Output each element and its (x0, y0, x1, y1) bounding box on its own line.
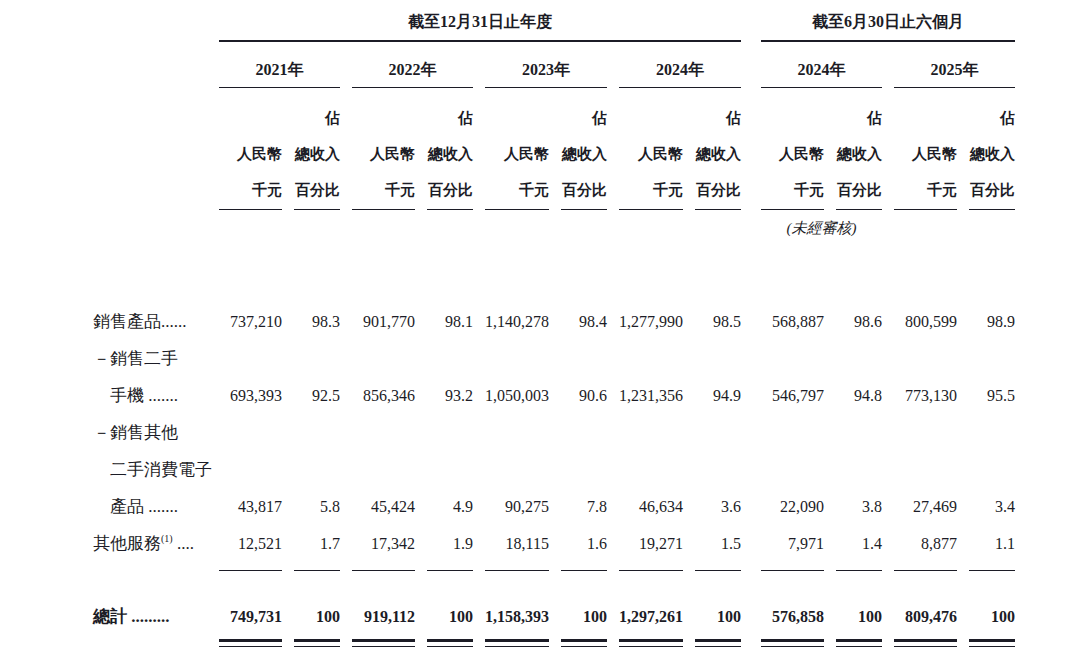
amount-cell: 8,877 (894, 525, 957, 571)
total-amount-cell: 919,112 (352, 571, 415, 647)
row-label: 其他服務(1) .... (93, 525, 219, 571)
amount-column-header: 人民幣千元 (352, 88, 415, 210)
percent-column-header: 佔總收入百分比 (549, 88, 607, 210)
percent-cell: 98.6 (824, 263, 882, 340)
table-row: 其他服務(1) .... 12,521 1.7 17,342 1.9 18,11… (93, 525, 1015, 571)
amount-cell: 693,393 (219, 340, 282, 414)
revenue-breakdown-table: 截至12月31日止年度 截至6月30日止六個月 2021年 2022年 2023… (93, 12, 1015, 647)
period-header-annual: 截至12月31日止年度 (219, 12, 741, 42)
amount-column-header: 人民幣千元 (894, 88, 957, 210)
total-percent-cell: 100 (549, 571, 607, 647)
total-amount-cell: 749,731 (219, 571, 282, 647)
percent-cell: 94.9 (683, 340, 741, 414)
amount-cell: 1,231,356 (619, 340, 683, 414)
total-percent-cell: 100 (282, 571, 340, 647)
total-amount-cell: 1,297,261 (619, 571, 683, 647)
table-row: －銷售其他二手消費電子產品 ....... 43,817 5.8 45,424 … (93, 414, 1015, 525)
total-amount-cell: 576,858 (761, 571, 824, 647)
amount-column-header: 人民幣千元 (619, 88, 683, 210)
percent-cell: 3.4 (957, 414, 1015, 525)
percent-cell: 95.5 (957, 340, 1015, 414)
prospectus-revenue-table-page: 截至12月31日止年度 截至6月30日止六個月 2021年 2022年 2023… (0, 0, 1085, 647)
amount-column-header: 人民幣千元 (485, 88, 549, 210)
year-header-2024-interim: 2024年 (761, 42, 882, 88)
period-header-interim: 截至6月30日止六個月 (761, 12, 1015, 42)
percent-cell: 90.6 (549, 340, 607, 414)
percent-cell: 93.2 (415, 340, 473, 414)
footnote-marker: (1) (161, 533, 173, 544)
amount-cell: 773,130 (894, 340, 957, 414)
percent-cell: 1.1 (957, 525, 1015, 571)
total-percent-cell: 100 (957, 571, 1015, 647)
amount-cell: 46,634 (619, 414, 683, 525)
total-percent-cell: 100 (683, 571, 741, 647)
row-label: 銷售產品...... (93, 263, 219, 340)
total-row: 總計 ......... 749,731 100 919,112 100 1,1… (93, 571, 1015, 647)
amount-cell: 7,971 (761, 525, 824, 571)
year-header-2023: 2023年 (485, 42, 607, 88)
year-header-2025-interim: 2025年 (894, 42, 1015, 88)
amount-cell: 90,275 (485, 414, 549, 525)
row-label: －銷售二手手機 ....... (93, 340, 219, 414)
amount-column-header: 人民幣千元 (761, 88, 824, 210)
percent-cell: 92.5 (282, 340, 340, 414)
percent-cell: 94.8 (824, 340, 882, 414)
percent-cell: 98.5 (683, 263, 741, 340)
total-amount-cell: 1,158,393 (485, 571, 549, 647)
amount-cell: 17,342 (352, 525, 415, 571)
percent-cell: 5.8 (282, 414, 340, 525)
percent-cell: 1.7 (282, 525, 340, 571)
percent-column-header: 佔總收入百分比 (957, 88, 1015, 210)
table-row: －銷售二手手機 ....... 693,393 92.5 856,346 93.… (93, 340, 1015, 414)
amount-cell: 737,210 (219, 263, 282, 340)
amount-cell: 856,346 (352, 340, 415, 414)
percent-cell: 4.9 (415, 414, 473, 525)
percent-column-header: 佔總收入百分比 (282, 88, 340, 210)
amount-cell: 546,797 (761, 340, 824, 414)
amount-cell: 27,469 (894, 414, 957, 525)
table-row: 銷售產品...... 737,210 98.3 901,770 98.1 1,1… (93, 263, 1015, 340)
amount-cell: 22,090 (761, 414, 824, 525)
percent-cell: 3.8 (824, 414, 882, 525)
amount-cell: 1,140,278 (485, 263, 549, 340)
percent-column-header: 佔總收入百分比 (683, 88, 741, 210)
amount-column-header: 人民幣千元 (219, 88, 282, 210)
percent-column-header: 佔總收入百分比 (415, 88, 473, 210)
percent-cell: 3.6 (683, 414, 741, 525)
percent-cell: 98.9 (957, 263, 1015, 340)
percent-column-header: 佔總收入百分比 (824, 88, 882, 210)
year-header-2021: 2021年 (219, 42, 340, 88)
total-amount-cell: 809,476 (894, 571, 957, 647)
percent-cell: 98.4 (549, 263, 607, 340)
amount-cell: 12,521 (219, 525, 282, 571)
percent-cell: 1.6 (549, 525, 607, 571)
unaudited-note: (未經審核) (761, 210, 882, 263)
percent-cell: 1.5 (683, 525, 741, 571)
total-percent-cell: 100 (824, 571, 882, 647)
year-header-2022: 2022年 (352, 42, 473, 88)
amount-cell: 1,277,990 (619, 263, 683, 340)
percent-cell: 1.4 (824, 525, 882, 571)
amount-cell: 18,115 (485, 525, 549, 571)
amount-cell: 901,770 (352, 263, 415, 340)
year-header-2024: 2024年 (619, 42, 741, 88)
amount-cell: 800,599 (894, 263, 957, 340)
amount-cell: 19,271 (619, 525, 683, 571)
amount-cell: 43,817 (219, 414, 282, 525)
total-label: 總計 ......... (93, 571, 219, 647)
amount-cell: 568,887 (761, 263, 824, 340)
percent-cell: 1.9 (415, 525, 473, 571)
total-percent-cell: 100 (415, 571, 473, 647)
percent-cell: 7.8 (549, 414, 607, 525)
amount-cell: 1,050,003 (485, 340, 549, 414)
amount-cell: 45,424 (352, 414, 415, 525)
percent-cell: 98.1 (415, 263, 473, 340)
percent-cell: 98.3 (282, 263, 340, 340)
row-label: －銷售其他二手消費電子產品 ....... (93, 414, 219, 525)
